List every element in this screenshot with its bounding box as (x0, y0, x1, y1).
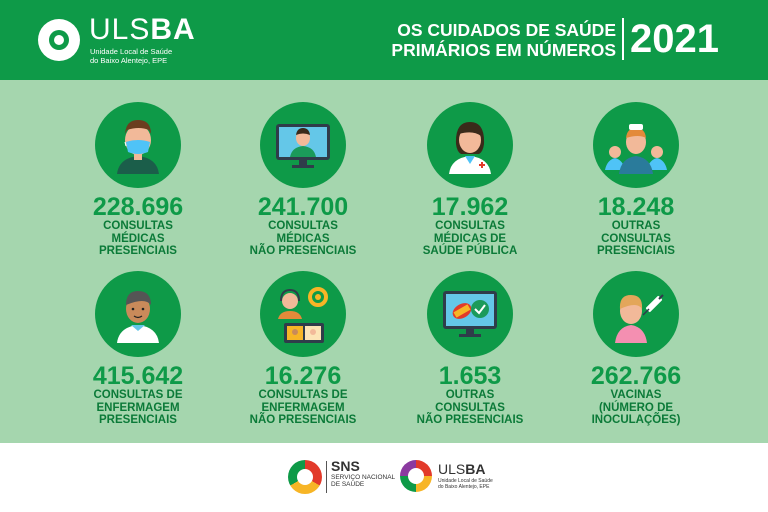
stat-label: OUTRAS CONSULTAS PRESENCIAIS (597, 220, 675, 257)
stat-value: 228.696 (92, 193, 184, 221)
sns-title: SNS (331, 458, 360, 474)
stat-value: 1.653 (438, 362, 502, 390)
stat-value: 18.248 (597, 193, 675, 221)
stat-value: 241.700 (257, 193, 349, 221)
stat-label: CONSULTAS DE ENFERMAGEM PRESENCIAIS (93, 389, 183, 426)
ulsba-footer-subtitle: Unidade Local de Saúde do Baixo Alentejo… (438, 478, 493, 490)
page-title: OS CUIDADOS DE SAÚDE PRIMÁRIOS EM NÚMERO… (391, 20, 616, 60)
stat-value: 16.276 (264, 362, 342, 390)
brand-subtitle: Unidade Local de Saúde do Baixo Alentejo… (90, 47, 173, 65)
stat-value: 262.766 (590, 362, 682, 390)
stat-label: CONSULTAS DE ENFERMAGEM NÃO PRESENCIAIS (249, 389, 357, 426)
title-divider (622, 18, 624, 60)
stat-label: CONSULTAS MÉDICAS NÃO PRESENCIAIS (249, 220, 357, 257)
stat-label: OUTRAS CONSULTAS NÃO PRESENCIAIS (416, 389, 524, 426)
year-label: 2021 (630, 17, 719, 61)
stat-label: VACINAS (NÚMERO DE INOCULAÇÕES) (591, 389, 681, 426)
brand-name: ULSBA (89, 13, 196, 46)
sns-divider (326, 461, 327, 493)
stat-label: CONSULTAS MÉDICAS DE SAÚDE PÚBLICA (422, 220, 518, 257)
ulsba-footer-name: ULSBA (438, 461, 486, 477)
nurses-team-icon (593, 102, 679, 188)
monitor-pills-icon (427, 271, 513, 357)
ulsba-logo-icon (38, 19, 80, 61)
female-doctor-icon (427, 102, 513, 188)
stat-value: 17.962 (431, 193, 509, 221)
male-nurse-icon (95, 271, 181, 357)
footer-bar (0, 443, 768, 512)
vaccination-icon (593, 271, 679, 357)
sns-subtitle: SERVIÇO NACIONAL DE SAÚDE (331, 474, 396, 488)
header-banner: ULSBA Unidade Local de Saúde do Baixo Al… (0, 0, 768, 80)
call-center-icon (260, 271, 346, 357)
ulsba-footer-logo-icon (400, 460, 432, 492)
stat-label: CONSULTAS MÉDICAS PRESENCIAIS (99, 220, 177, 257)
stat-value: 415.642 (92, 362, 184, 390)
doctor-mask-icon (95, 102, 181, 188)
sns-logo-icon (288, 460, 322, 494)
telemedicine-icon (260, 102, 346, 188)
